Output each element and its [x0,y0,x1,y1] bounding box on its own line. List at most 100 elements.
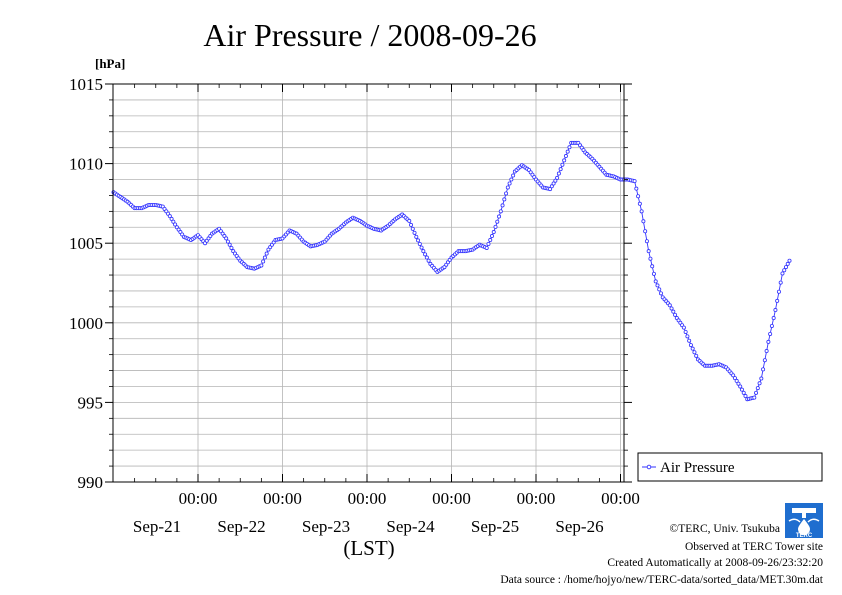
data-point [489,234,494,239]
data-point [497,214,502,219]
y-tick-label: 990 [78,473,104,492]
data-point [488,238,493,243]
data-point [412,230,417,235]
x-tick-date: Sep-22 [217,517,265,536]
legend-label: Air Pressure [660,460,735,476]
data-point [687,338,692,343]
legend-marker [646,464,652,470]
x-tick-date: Sep-25 [471,517,519,536]
data-point [762,358,767,363]
data-point [636,194,641,199]
data-point [511,173,516,178]
data-point [757,381,762,386]
data-point [493,224,498,229]
grid [113,84,624,482]
data-point [741,390,746,395]
data-point [264,251,269,256]
legend: Air Pressure [637,452,823,482]
data-point [495,219,500,224]
x-tick-time: 00:00 [179,489,218,508]
data-point [766,339,771,344]
data-point [658,291,663,296]
data-point [224,236,229,241]
data-point [507,181,512,186]
x-tick-date: Sep-23 [302,517,350,536]
data-point [771,316,776,321]
data-point [653,279,658,284]
data-point [549,184,554,189]
data-point [555,175,560,180]
x-tick-time: 00:00 [348,489,387,508]
data-point [639,209,644,214]
data-point [739,387,744,392]
data-point [225,239,230,244]
data-point [694,353,699,358]
x-tick-date: Sep-24 [386,517,435,536]
data-point [731,373,736,378]
data-point [646,249,651,254]
data-point [567,145,572,150]
data-point [752,395,757,400]
data-point [681,325,686,330]
created-text: Created Automatically at 2008-09-26/23:3… [607,557,823,569]
data-point [761,367,766,372]
y-tick-label: 1015 [69,75,103,94]
data-point [669,306,674,311]
data-point [785,261,790,266]
data-point [548,187,553,192]
data-point [648,256,653,261]
data-point [553,178,558,183]
data-point [643,229,648,234]
data-point [498,209,503,214]
data-point [685,334,690,339]
data-point [556,171,561,176]
data-point [417,241,422,246]
data-point [688,343,693,348]
data-point [562,158,567,163]
data-point [171,219,176,224]
data-point [262,255,267,260]
data-point [644,239,649,244]
x-tick-time: 00:00 [263,489,302,508]
series-air-pressure [111,140,792,402]
data-point [692,350,697,355]
data-point [773,308,778,313]
copyright-text: ©TERC, Univ. Tsukuba [670,523,780,535]
data-point [414,234,419,239]
data-point [423,252,428,257]
data-point [560,162,565,167]
data-point [743,394,748,399]
data-point [558,167,563,172]
data-point [634,186,639,191]
data-source-text: Data source : /home/hojyo/new/TERC-data/… [500,574,823,586]
x-tick-date: Sep-21 [133,517,181,536]
data-point [780,271,785,276]
observed-text: Observed at TERC Tower site [685,541,823,553]
data-point [755,386,760,391]
data-point [734,378,739,383]
data-point [227,242,232,247]
data-point [759,376,764,381]
data-point [173,222,178,227]
data-point [421,249,426,254]
y-axis-label: [hPa] [95,56,125,71]
data-point [409,222,414,227]
data-point [632,179,637,184]
data-point [565,149,570,154]
x-tick-time: 00:00 [432,489,471,508]
data-point [637,201,642,206]
data-point [491,230,496,235]
y-tick-label: 1000 [69,314,103,333]
data-point [261,259,266,264]
y-tick-label: 995 [78,393,104,412]
data-point [782,268,787,273]
x-axis-label: (LST) [343,536,394,560]
data-point [764,349,769,354]
data-point [563,154,568,159]
chart-title: Air Pressure / 2008-09-26 [203,17,536,53]
data-point [410,226,415,231]
data-point [769,323,774,328]
data-point [655,283,660,288]
data-point [650,264,655,269]
